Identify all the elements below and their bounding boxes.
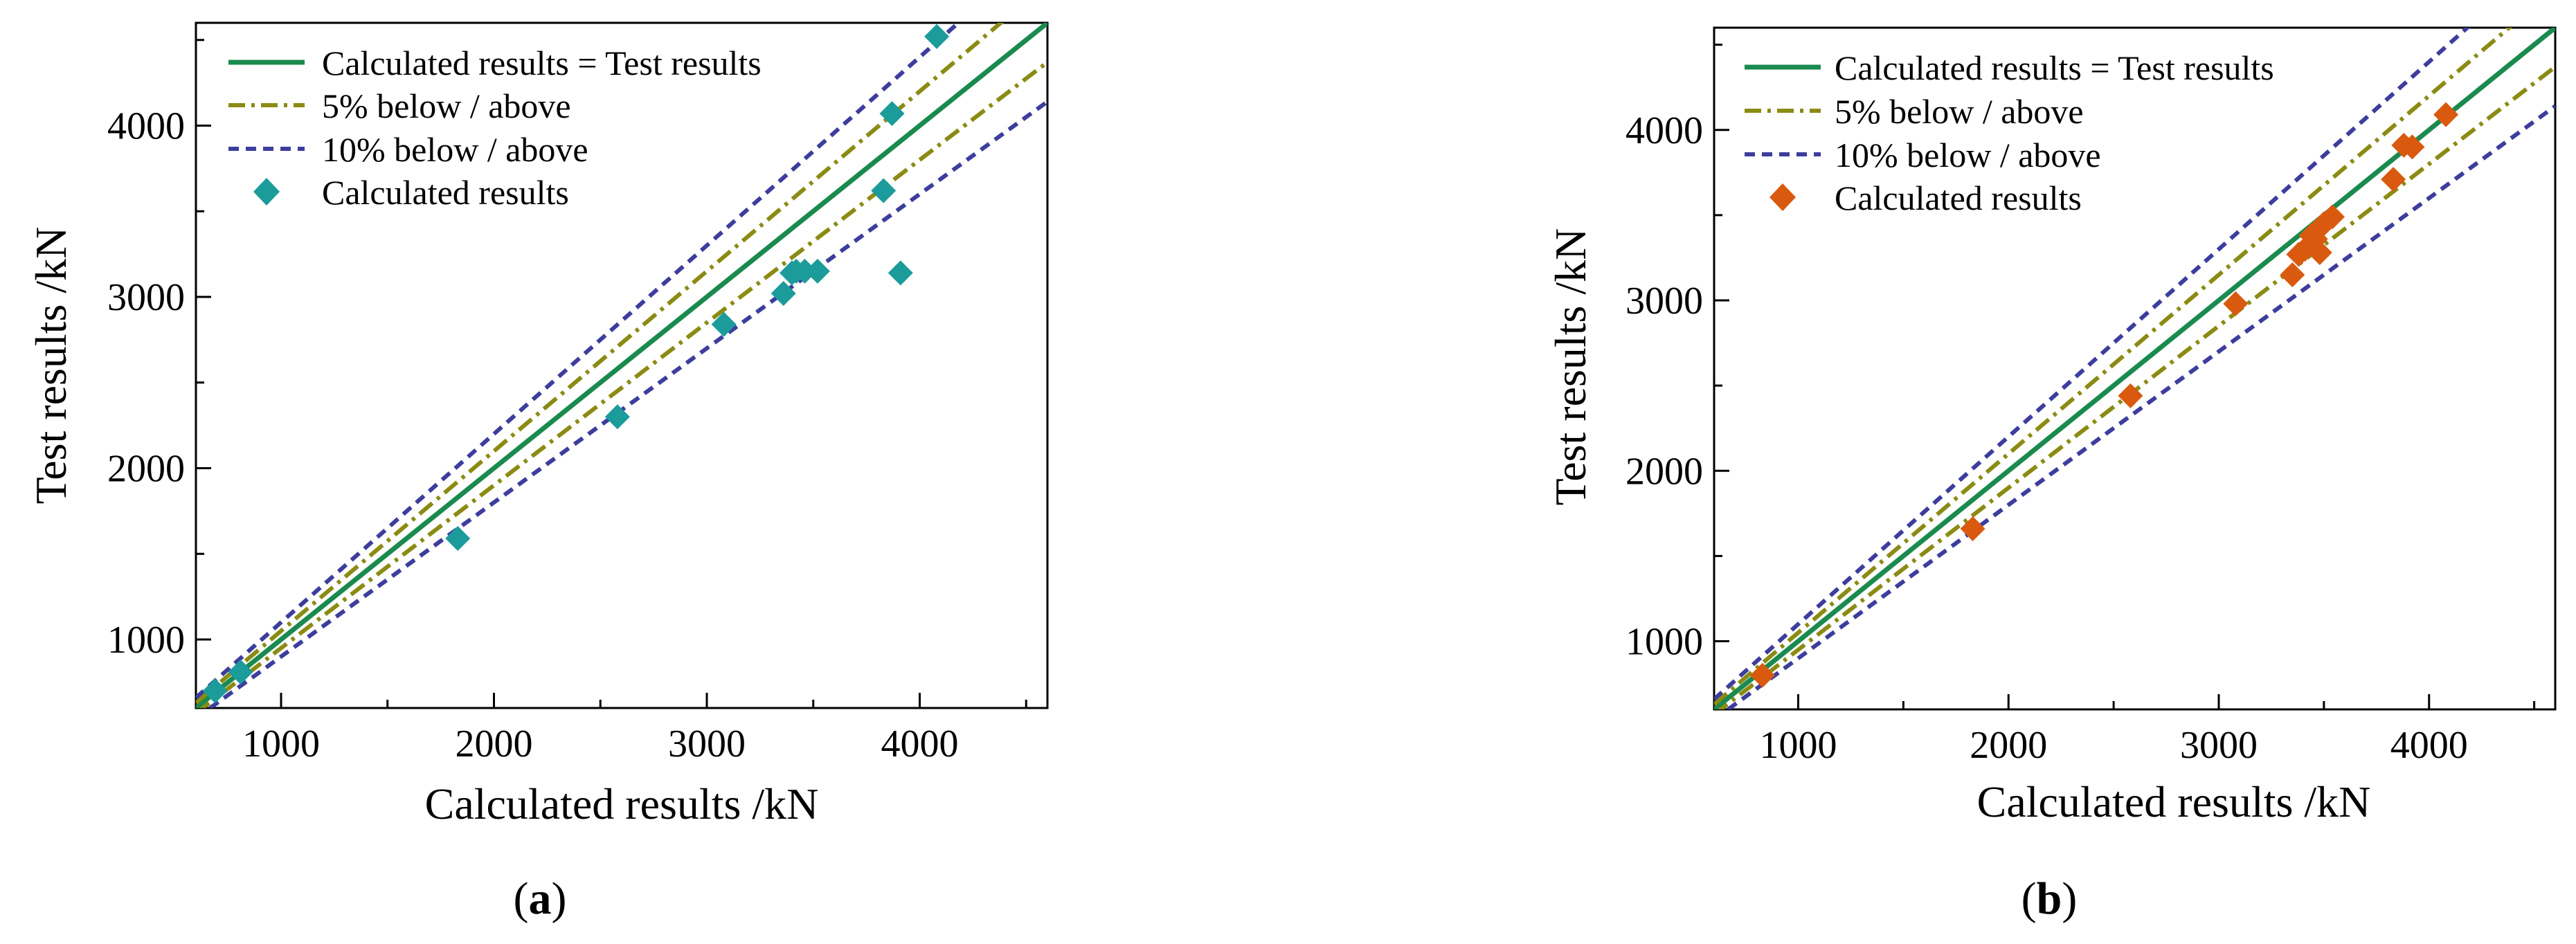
panel-label-b: (b) [2021,873,2078,924]
x-tick-label: 4000 [2390,724,2468,767]
data-points-b [1749,102,2459,688]
y-axis-title-a: Test results /kN [26,227,75,505]
data-points-a [202,24,950,704]
data-point [871,178,897,203]
reference-lines-a [196,23,1047,708]
legend-b-label-identity: Calculated results = Test results [1835,48,2274,87]
data-point [2307,240,2332,266]
x-tick-label: 3000 [2180,724,2258,767]
panel-label-a: (a) [514,873,567,924]
y-tick-label: 4000 [1625,109,1703,152]
data-point [445,525,471,551]
data-point [604,404,630,430]
legend-a: Calculated results = Test results 5% bel… [228,44,762,212]
data-point [771,281,796,307]
data-point [924,24,950,49]
chart-panel-a: 1000 2000 3000 4000 1000 2000 3000 4000 Calcula… [26,21,1049,924]
x-tick-label: 1000 [242,723,320,765]
tick-labels-a: 1000 2000 3000 4000 1000 2000 3000 4000 [107,105,959,766]
data-point [1960,516,1985,541]
data-point [711,311,737,337]
legend-b: Calculated results = Test results 5% bel… [1745,48,2274,217]
legend-b-label-points: Calculated results [1835,179,2082,217]
y-tick-label: 2000 [1625,450,1703,493]
data-point [792,258,818,284]
data-point [228,660,253,685]
y-tick-label: 4000 [107,105,185,148]
x-tick-label: 1000 [1760,724,1837,767]
reference-line-dashdot [199,60,1047,708]
data-point [888,260,913,286]
data-point [202,678,228,704]
data-point [879,101,905,127]
y-axis-title-b: Test results /kN [1546,228,1595,506]
legend-b-marker [1769,183,1796,211]
data-point [2223,291,2249,316]
data-point [2399,134,2425,160]
x-axis-title-b: Calculated results /kN [1977,777,2371,826]
x-tick-label: 2000 [456,723,533,765]
legend-a-label-identity: Calculated results = Test results [322,44,762,82]
data-point [804,258,830,284]
data-point [2381,167,2406,192]
legend-b-label-10pct: 10% below / above [1835,136,2101,174]
axis-ticks-a [196,39,1027,708]
legend-a-marker [253,178,280,206]
y-tick-label: 2000 [107,448,185,491]
y-tick-label: 1000 [1625,621,1703,664]
y-tick-label: 3000 [107,276,185,319]
data-point [1749,662,1775,688]
reference-line-dashed [1724,104,2555,709]
data-point [2433,102,2459,127]
reference-line-dashed [1714,28,2471,701]
y-tick-label: 3000 [1625,280,1703,323]
x-tick-label: 2000 [1970,724,2047,767]
x-axis-title-a: Calculated results /kN [425,779,819,828]
data-point [2280,262,2305,288]
reference-line-solid [196,23,1047,708]
y-tick-label: 1000 [107,619,185,662]
legend-a-label-points: Calculated results [322,173,569,212]
legend-a-label-10pct: 10% below / above [322,130,588,169]
x-tick-label: 4000 [881,723,959,765]
legend-a-label-5pct: 5% below / above [322,87,571,125]
legend-b-label-5pct: 5% below / above [1835,92,2084,131]
axis-ticks-b [1714,44,2536,709]
x-tick-label: 3000 [668,723,746,765]
chart-panel-b: 1000 2000 3000 4000 1000 2000 3000 4000 Calcula… [1546,26,2557,924]
reference-line-dashdot [1714,28,2513,706]
data-point [2118,383,2143,408]
reference-line-dashdot [196,23,1005,705]
data-point [2320,204,2345,230]
tick-labels-b: 1000 2000 3000 4000 1000 2000 3000 4000 [1625,109,2468,767]
